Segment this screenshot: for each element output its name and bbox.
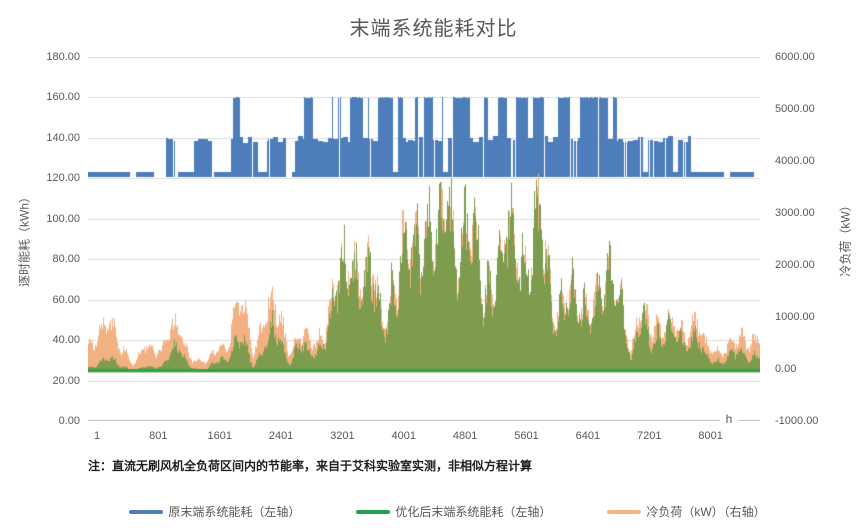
x-tick-6401: 6401 — [575, 430, 601, 442]
left-tick-160.00: 160.00 — [46, 91, 80, 104]
legend-item-optimized: 优化后末端系统能耗（左轴） — [356, 503, 551, 520]
left-tick-180.00: 180.00 — [46, 51, 80, 63]
legend-swatch-optimized — [356, 509, 391, 514]
x-tick-7201: 7201 — [636, 430, 662, 442]
legend-item-original: 原末端系统能耗（左轴） — [129, 503, 300, 520]
right-tick-3000.00: 3000.00 — [775, 207, 815, 219]
right-tick--1000.00: -1000.00 — [775, 415, 819, 427]
x-tick-8001: 8001 — [698, 430, 723, 442]
plot-area — [88, 57, 760, 421]
x-tick-4801: 4801 — [452, 430, 478, 442]
left-tick-120.00: 120.00 — [46, 172, 80, 185]
left-tick-100.00: 100.00 — [46, 212, 80, 225]
x-tick-801: 801 — [149, 430, 168, 442]
x-tick-5601: 5601 — [514, 430, 539, 442]
right-tick-1000.00: 1000.00 — [775, 311, 815, 323]
left-tick-40.00: 40.00 — [52, 334, 80, 347]
footnote: 注：直流无刷风机全负荷区间内的节能率，来自于艾科实验室实测，非相似方程计算 — [88, 457, 532, 474]
chart-legend: 原末端系统能耗（左轴） 优化后末端系统能耗（左轴） 冷负荷（kW）（右轴） — [14, 503, 867, 520]
legend-label-original: 原末端系统能耗（左轴） — [168, 505, 301, 519]
legend-label-coolingload: 冷负荷（kW）（右轴） — [646, 505, 766, 519]
chart-title: 末端系统能耗对比 — [349, 18, 518, 40]
legend-swatch-coolingload — [607, 509, 642, 514]
x-axis-unit-label: h — [720, 412, 738, 426]
left-tick-0.00: 0.00 — [58, 415, 80, 427]
x-tick-3201: 3201 — [330, 430, 355, 442]
left-tick-20.00: 20.00 — [52, 374, 80, 387]
right-tick-2000.00: 2000.00 — [775, 259, 815, 271]
right-tick-4000.00: 4000.00 — [775, 155, 815, 167]
legend-label-optimized: 优化后末端系统能耗（左轴） — [395, 505, 552, 519]
x-tick-2401: 2401 — [268, 430, 294, 442]
x-tick-1: 1 — [93, 430, 101, 442]
right-tick-6000.00: 6000.00 — [775, 51, 815, 63]
legend-item-coolingload: 冷负荷（kW）（右轴） — [607, 503, 766, 520]
footnote-label: 注： — [88, 459, 113, 473]
x-tick-1601: 1601 — [207, 430, 232, 442]
left-tick-80.00: 80.00 — [52, 253, 80, 266]
right-tick-0.00: 0.00 — [775, 363, 797, 375]
left-tick-60.00: 60.00 — [52, 293, 80, 306]
footnote-text: 直流无刷风机全负荷区间内的节能率，来自于艾科实验室实测，非相似方程计算 — [112, 459, 533, 473]
left-axis-title: 逐时能耗（kWh） — [17, 190, 32, 288]
x-tick-4001: 4001 — [391, 430, 417, 442]
legend-swatch-original — [129, 509, 164, 514]
left-tick-140.00: 140.00 — [46, 131, 80, 144]
right-tick-5000.00: 5000.00 — [775, 103, 815, 115]
